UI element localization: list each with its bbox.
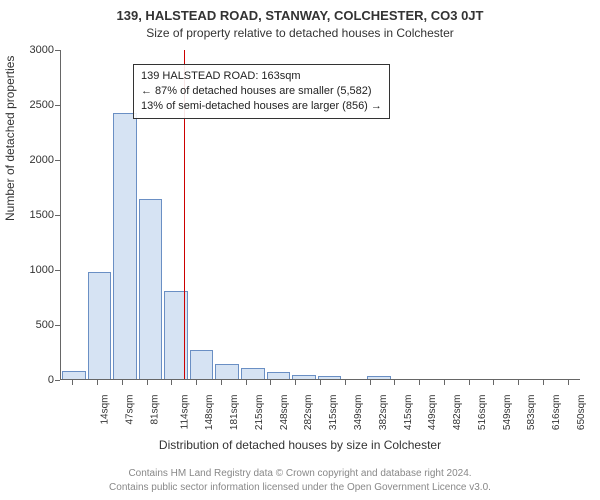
annotation-box: 139 HALSTEAD ROAD: 163sqm ← 87% of detac… xyxy=(133,64,390,119)
x-tick-label: 415sqm xyxy=(403,395,414,431)
x-tick-mark xyxy=(72,380,73,385)
y-tick-label: 0 xyxy=(0,374,60,386)
x-tick-label: 148sqm xyxy=(205,395,216,431)
x-tick-label: 248sqm xyxy=(279,395,290,431)
footer-line1: Contains HM Land Registry data © Crown c… xyxy=(0,467,600,481)
annotation-line3: 13% of semi-detached houses are larger (… xyxy=(141,99,382,114)
x-tick-mark xyxy=(270,380,271,385)
x-tick-label: 549sqm xyxy=(502,395,513,431)
page-subtitle: Size of property relative to detached ho… xyxy=(0,23,600,44)
x-tick-label: 650sqm xyxy=(576,395,587,431)
x-tick-label: 215sqm xyxy=(254,395,265,431)
annotation-line1: 139 HALSTEAD ROAD: 163sqm xyxy=(141,69,382,84)
y-tick-mark xyxy=(55,270,60,271)
x-tick-mark xyxy=(295,380,296,385)
y-tick-mark xyxy=(55,380,60,381)
x-tick-label: 181sqm xyxy=(229,395,240,431)
x-tick-mark xyxy=(419,380,420,385)
x-tick-mark xyxy=(345,380,346,385)
histogram-bar xyxy=(267,372,291,379)
x-tick-mark xyxy=(122,380,123,385)
x-tick-mark xyxy=(246,380,247,385)
histogram-bar xyxy=(113,113,137,379)
y-tick-mark xyxy=(55,50,60,51)
x-tick-label: 583sqm xyxy=(526,395,537,431)
histogram-bar xyxy=(367,376,391,379)
x-tick-label: 47sqm xyxy=(125,395,136,425)
histogram-bar xyxy=(292,375,316,379)
x-tick-label: 81sqm xyxy=(149,395,160,425)
x-tick-mark xyxy=(493,380,494,385)
x-tick-mark xyxy=(444,380,445,385)
y-tick-mark xyxy=(55,325,60,326)
x-tick-mark xyxy=(196,380,197,385)
x-tick-label: 315sqm xyxy=(328,395,339,431)
histogram-bar xyxy=(215,364,239,379)
x-tick-label: 14sqm xyxy=(100,395,111,425)
x-tick-mark xyxy=(370,380,371,385)
histogram-chart: Number of detached properties 139 HALSTE… xyxy=(0,44,600,444)
y-axis-label: Number of detached properties xyxy=(3,56,17,221)
annotation-line2: ← 87% of detached houses are smaller (5,… xyxy=(141,84,382,99)
x-tick-mark xyxy=(469,380,470,385)
y-tick-label: 2500 xyxy=(0,99,60,111)
footer-line2: Contains public sector information licen… xyxy=(0,481,600,495)
y-tick-mark xyxy=(55,105,60,106)
x-tick-mark xyxy=(543,380,544,385)
histogram-bar xyxy=(88,272,112,379)
x-tick-label: 482sqm xyxy=(452,395,463,431)
histogram-bar xyxy=(62,371,86,379)
x-tick-mark xyxy=(320,380,321,385)
x-tick-mark xyxy=(568,380,569,385)
y-tick-label: 500 xyxy=(0,319,60,331)
y-tick-label: 2000 xyxy=(0,154,60,166)
x-tick-mark xyxy=(518,380,519,385)
x-tick-label: 616sqm xyxy=(551,395,562,431)
x-tick-mark xyxy=(394,380,395,385)
x-tick-mark xyxy=(97,380,98,385)
y-tick-label: 1500 xyxy=(0,209,60,221)
histogram-bar xyxy=(190,350,214,379)
x-tick-mark xyxy=(221,380,222,385)
y-tick-label: 3000 xyxy=(0,44,60,56)
footer-attribution: Contains HM Land Registry data © Crown c… xyxy=(0,467,600,494)
histogram-bar xyxy=(139,199,163,379)
plot-area: 139 HALSTEAD ROAD: 163sqm ← 87% of detac… xyxy=(60,50,580,380)
x-tick-mark xyxy=(147,380,148,385)
page-title: 139, HALSTEAD ROAD, STANWAY, COLCHESTER,… xyxy=(0,0,600,23)
x-tick-label: 349sqm xyxy=(353,395,364,431)
histogram-bar xyxy=(241,368,265,379)
y-tick-mark xyxy=(55,215,60,216)
x-tick-mark xyxy=(171,380,172,385)
histogram-bar xyxy=(318,376,342,379)
x-tick-label: 449sqm xyxy=(427,395,438,431)
x-tick-label: 114sqm xyxy=(179,395,190,430)
x-tick-label: 516sqm xyxy=(477,395,488,431)
x-axis-label: Distribution of detached houses by size … xyxy=(0,438,600,452)
y-tick-label: 1000 xyxy=(0,264,60,276)
x-tick-label: 382sqm xyxy=(378,395,389,431)
y-tick-mark xyxy=(55,160,60,161)
x-tick-label: 282sqm xyxy=(304,395,315,431)
